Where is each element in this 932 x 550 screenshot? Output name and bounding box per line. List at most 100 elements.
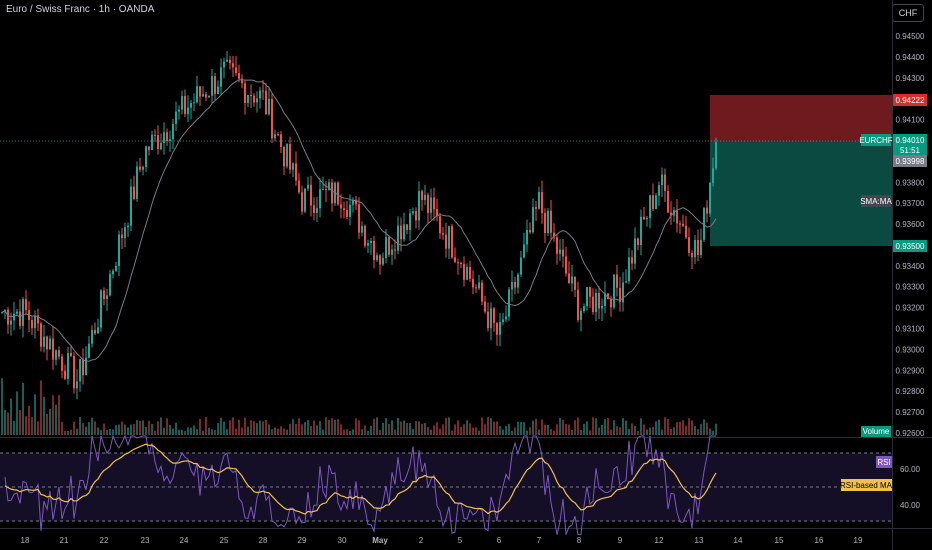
candle-body bbox=[658, 185, 660, 196]
stop-price-badge bbox=[893, 94, 927, 106]
volume-bar bbox=[649, 427, 651, 435]
candle-body bbox=[25, 299, 27, 311]
candle-body bbox=[76, 381, 78, 389]
volume-tag-badge bbox=[861, 426, 891, 437]
volume-bar bbox=[106, 429, 108, 435]
volume-bar bbox=[583, 423, 585, 435]
volume-bar bbox=[229, 420, 231, 435]
rsi-ma-tag-badge bbox=[841, 479, 892, 491]
candle-body bbox=[46, 336, 48, 350]
volume-bar bbox=[355, 418, 357, 435]
rsi-tick-40: 40.00 bbox=[900, 501, 921, 510]
volume-bar bbox=[334, 419, 336, 435]
candle-body bbox=[700, 239, 702, 256]
volume-bar bbox=[16, 391, 18, 435]
candle-body bbox=[496, 322, 498, 335]
price-tick: 0.94100 bbox=[896, 116, 925, 125]
volume-bar bbox=[304, 422, 306, 435]
volume-bar bbox=[454, 424, 456, 435]
candle-body bbox=[262, 90, 264, 92]
candle-body bbox=[139, 166, 141, 170]
target-price-label: 0.93500 bbox=[896, 242, 925, 251]
time-tick: 30 bbox=[338, 536, 347, 545]
volume-bar bbox=[49, 408, 51, 435]
candle-body bbox=[13, 313, 15, 321]
candle-body bbox=[385, 237, 387, 258]
candle-body bbox=[106, 295, 108, 300]
candle-body bbox=[634, 238, 636, 264]
volume-bar bbox=[343, 429, 345, 435]
chart-title: Euro / Swiss Franc · 1h · OANDA bbox=[6, 4, 155, 15]
time-tick: 9 bbox=[618, 536, 623, 545]
volume-bar bbox=[643, 424, 645, 435]
candle-body bbox=[538, 192, 540, 209]
candle-body bbox=[712, 168, 714, 183]
candle-body bbox=[193, 102, 195, 104]
candle-body bbox=[364, 225, 366, 246]
volume-bar bbox=[307, 419, 309, 435]
take-profit-zone[interactable] bbox=[710, 141, 892, 246]
candle-body bbox=[145, 146, 147, 167]
candle-body bbox=[217, 86, 219, 94]
candle-body bbox=[40, 323, 42, 347]
volume-bar bbox=[4, 409, 6, 435]
time-tick: 22 bbox=[100, 536, 109, 545]
candle-body bbox=[208, 95, 210, 98]
last-price-label: 0.94010 bbox=[896, 136, 925, 145]
candle-body bbox=[631, 257, 633, 264]
volume-bar bbox=[280, 426, 282, 435]
volume-bar bbox=[523, 422, 525, 435]
candle-body bbox=[697, 240, 699, 256]
candle-body bbox=[337, 182, 339, 205]
volume-bar bbox=[94, 421, 96, 435]
volume-bar bbox=[283, 428, 285, 435]
candle-body bbox=[97, 327, 99, 334]
stop-loss-zone[interactable] bbox=[710, 95, 892, 141]
volume-bar bbox=[316, 425, 318, 435]
candle-body bbox=[481, 282, 483, 302]
candle-body bbox=[541, 192, 543, 213]
volume-bar bbox=[667, 419, 669, 435]
volume-bar bbox=[352, 429, 354, 435]
candle-body bbox=[322, 189, 324, 191]
candle-body bbox=[706, 207, 708, 214]
candle-body bbox=[226, 59, 228, 62]
volume-bar bbox=[598, 427, 600, 435]
candle-body bbox=[490, 308, 492, 329]
candle-body bbox=[433, 197, 435, 210]
volume-bar bbox=[358, 420, 360, 435]
volume-bar bbox=[433, 425, 435, 435]
candle-body bbox=[517, 274, 519, 288]
candle-body bbox=[292, 163, 294, 170]
price-tick: 0.93100 bbox=[896, 325, 925, 334]
volume-bar bbox=[487, 417, 489, 435]
candle-body bbox=[64, 370, 66, 379]
volume-bar bbox=[373, 418, 375, 435]
volume-bar bbox=[145, 427, 147, 435]
candle-body bbox=[241, 78, 243, 84]
volume-bar bbox=[421, 423, 423, 435]
volume-bar bbox=[25, 416, 27, 435]
candle-body bbox=[358, 204, 360, 233]
time-tick: 24 bbox=[180, 536, 189, 545]
volume-bar bbox=[409, 423, 411, 435]
candle-body bbox=[307, 184, 309, 189]
candle-body bbox=[520, 257, 522, 275]
volume-bar bbox=[211, 429, 213, 435]
candle-body bbox=[403, 224, 405, 240]
price-tick: 0.92800 bbox=[896, 387, 925, 396]
volume-bar bbox=[79, 417, 81, 435]
volume-bar bbox=[208, 427, 210, 435]
volume-bar bbox=[70, 429, 72, 435]
volume-bar bbox=[181, 429, 183, 435]
volume-bar bbox=[319, 421, 321, 435]
candle-body bbox=[562, 249, 564, 257]
candle-body bbox=[52, 338, 54, 360]
candle-body bbox=[430, 197, 432, 213]
volume-bar bbox=[295, 423, 297, 435]
volume-bar bbox=[193, 425, 195, 435]
candle-body bbox=[283, 146, 285, 167]
sma-tag-badge bbox=[861, 195, 891, 207]
candle-body bbox=[535, 207, 537, 209]
